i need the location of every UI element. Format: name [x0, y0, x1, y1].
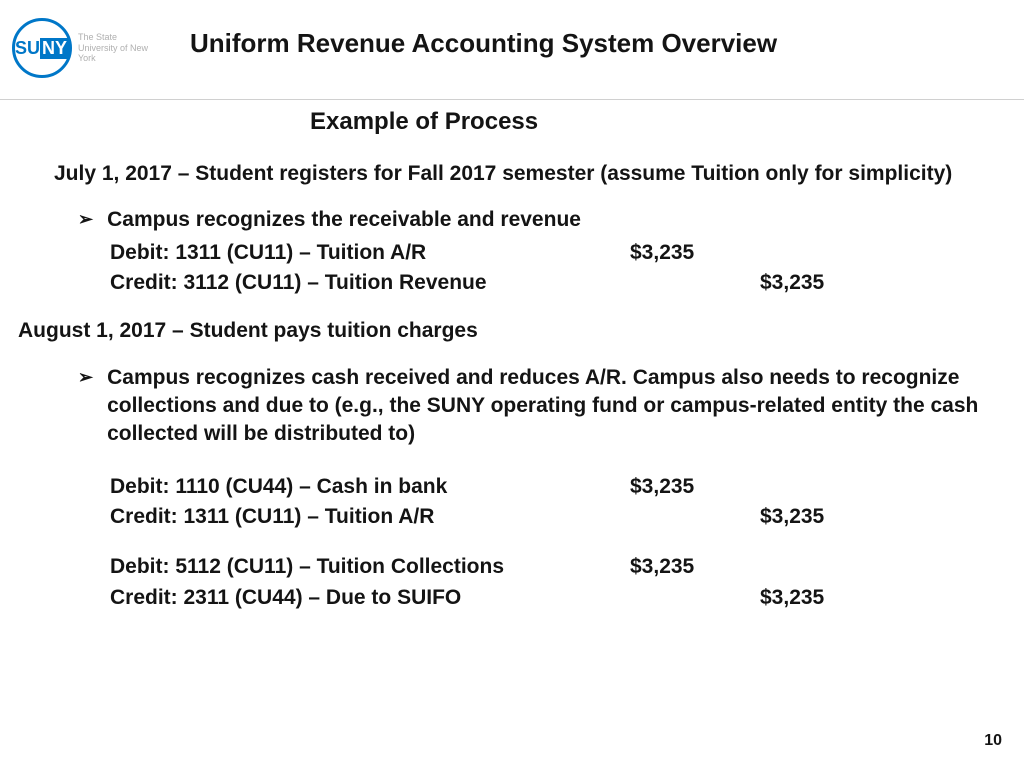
- bullet-arrow-icon: ➢: [78, 364, 93, 391]
- slide-header: SUNY The State University of New York Un…: [0, 0, 1024, 100]
- journal-entry-row: Debit: 1110 (CU44) – Cash in bank $3,235: [110, 473, 1006, 501]
- logo-circle-icon: SUNY: [12, 18, 72, 78]
- journal-entry-row: Credit: 1311 (CU11) – Tuition A/R $3,235: [110, 503, 1006, 531]
- journal-entry-row: Debit: 1311 (CU11) – Tuition A/R $3,235: [110, 239, 1006, 267]
- suny-logo: SUNY The State University of New York: [12, 18, 158, 78]
- logo-text-su: SU: [15, 38, 40, 59]
- journal-entry-row: Credit: 2311 (CU44) – Due to SUIFO $3,23…: [110, 584, 1006, 612]
- journal-entry-row: Credit: 3112 (CU11) – Tuition Revenue $3…: [110, 269, 1006, 297]
- bullet-text: Campus recognizes the receivable and rev…: [107, 206, 1006, 234]
- logo-text-ny: NY: [40, 38, 69, 59]
- section1-bullet: ➢ Campus recognizes the receivable and r…: [78, 206, 1006, 297]
- section2-heading: August 1, 2017 – Student pays tuition ch…: [18, 317, 1006, 345]
- page-number: 10: [984, 732, 1002, 750]
- journal-entry-row: Debit: 5112 (CU11) – Tuition Collections…: [110, 553, 1006, 581]
- page-subtitle: Example of Process: [310, 108, 538, 136]
- page-title: Uniform Revenue Accounting System Overvi…: [190, 28, 777, 59]
- bullet-text: Campus recognizes cash received and redu…: [107, 364, 1006, 449]
- logo-tagline: The State University of New York: [78, 32, 158, 64]
- slide-body: July 1, 2017 – Student registers for Fal…: [18, 160, 1006, 632]
- section1-heading: July 1, 2017 – Student registers for Fal…: [18, 160, 1006, 188]
- section2-bullet: ➢ Campus recognizes cash received and re…: [78, 364, 1006, 612]
- bullet-arrow-icon: ➢: [78, 206, 93, 233]
